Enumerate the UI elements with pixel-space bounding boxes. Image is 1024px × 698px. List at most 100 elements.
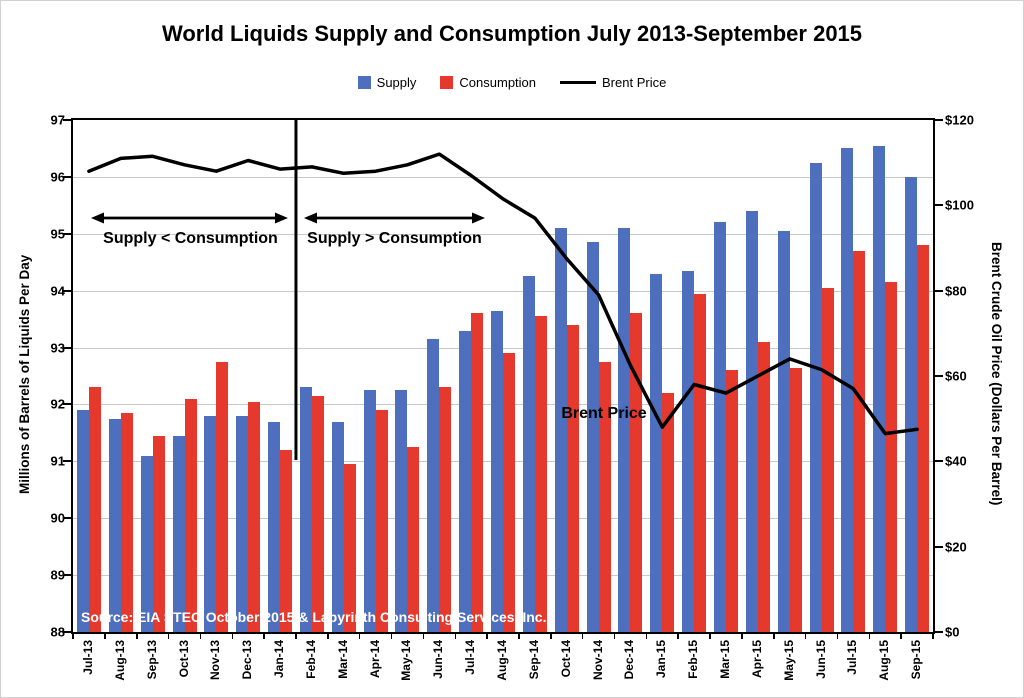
- legend: Supply Consumption Brent Price: [1, 75, 1023, 90]
- supply-bar-Jan-15: [650, 273, 663, 632]
- x-tick-label-Jun-14: Jun-14: [431, 640, 446, 679]
- x-axis-tickmark: [773, 634, 775, 639]
- consumption-bar-Apr-15: [757, 341, 770, 632]
- left-axis-tick-96: 96: [50, 169, 65, 185]
- right-axis-tick-120: $120: [945, 112, 974, 128]
- left-axis-tick-93: 93: [50, 340, 65, 356]
- x-axis-tickmark: [72, 634, 74, 639]
- left-axis-tick-92: 92: [50, 396, 65, 412]
- legend-label: Brent Price: [602, 75, 667, 90]
- x-axis-tickmark: [358, 634, 361, 639]
- supply-bar-Mar-14: [331, 421, 344, 632]
- x-tick-label-Sep-15: Sep-15: [909, 640, 924, 680]
- supply-bar-Nov-14: [586, 242, 599, 632]
- right-axis-tick-40: $40: [945, 453, 967, 469]
- supply-bar-Oct-13: [172, 435, 185, 632]
- right-double-arrow-left-head: [303, 212, 317, 224]
- gridline-93: [73, 347, 933, 349]
- left-axis-tickmark: [63, 175, 71, 178]
- supply-bar-Aug-15: [873, 145, 886, 632]
- right-axis-tickmark: [935, 460, 943, 463]
- supply-bar-Apr-15: [745, 211, 758, 632]
- legend-item-brent-price: Brent Price: [560, 75, 666, 90]
- annotation-brent-price-label: Brent Price: [561, 405, 647, 422]
- supply-bar-Jun-14: [427, 339, 440, 632]
- consumption-bar-May-14: [407, 447, 420, 632]
- supply-bar-Sep-13: [140, 455, 153, 632]
- consumption-bar-Jan-14: [280, 450, 292, 632]
- consumption-bar-Feb-15: [694, 293, 707, 632]
- gridline-94: [73, 290, 933, 292]
- left-double-arrow-right-head: [274, 212, 288, 224]
- x-tick-label-Aug-15: Aug-15: [877, 640, 892, 681]
- legend-item-consumption: Consumption: [440, 75, 536, 90]
- x-tick-label-Oct-14: Oct-14: [558, 640, 573, 678]
- x-axis-tickmark: [709, 634, 711, 639]
- supply-bar-Jan-14: [268, 421, 280, 632]
- x-axis-tickmark: [486, 634, 488, 639]
- left-axis-tick-88: 88: [50, 624, 65, 640]
- x-axis-tickmark: [104, 634, 106, 639]
- supply-bar-Oct-14: [554, 228, 567, 632]
- supply-bar-Aug-14: [491, 310, 503, 632]
- x-axis-tickmark: [327, 634, 329, 639]
- legend-color-swatch: [440, 76, 454, 89]
- x-tick-label-Jul-15: Jul-15: [845, 640, 860, 675]
- legend-item-supply: Supply: [357, 75, 416, 90]
- left-axis-tickmark: [63, 232, 71, 235]
- supply-bar-May-15: [777, 230, 790, 632]
- consumption-bar-Jun-14: [439, 387, 452, 632]
- supply-bar-Dec-14: [618, 228, 631, 632]
- right-axis-tickmark: [935, 631, 943, 633]
- x-axis-tickmark: [518, 634, 520, 639]
- x-tick-label-Jul-13: Jul-13: [80, 640, 95, 675]
- legend-line-sample: [560, 81, 597, 84]
- consumption-bar-Aug-13: [120, 413, 133, 632]
- left-axis-tick-97: 97: [50, 112, 65, 128]
- left-axis-tickmark: [63, 346, 71, 349]
- source-note: Source: EIA STEO October 2015 & Labyrint…: [81, 609, 547, 625]
- x-axis-tickmark: [167, 634, 170, 639]
- x-tick-label-Aug-13: Aug-13: [112, 640, 127, 681]
- consumption-bar-Oct-14: [566, 324, 579, 632]
- right-axis-tickmark: [935, 545, 943, 548]
- plot-area: Supply < Consumption Supply > Consumptio…: [71, 118, 935, 634]
- supply-bar-Aug-13: [108, 418, 121, 632]
- x-tick-label-Jul-14: Jul-14: [463, 640, 478, 675]
- left-axis-tick-89: 89: [50, 567, 65, 583]
- right-axis-tickmark: [935, 375, 943, 377]
- x-tick-label-May-15: May-15: [781, 640, 796, 681]
- x-tick-label-May-14: May-14: [399, 640, 414, 681]
- x-axis-tickmark: [581, 634, 584, 639]
- x-tick-label-Nov-13: Nov-13: [208, 640, 223, 681]
- x-tick-label-Dec-14: Dec-14: [622, 640, 637, 680]
- supply-bar-Feb-14: [299, 387, 312, 632]
- left-axis-tickmark: [63, 631, 71, 633]
- left-axis-tickmark: [63, 289, 71, 292]
- supply-bar-May-14: [395, 390, 408, 632]
- x-axis-tickmark: [677, 634, 679, 639]
- consumption-bar-Mar-14: [343, 464, 356, 632]
- x-axis-tickmark: [550, 634, 552, 639]
- left-axis-tickmark: [63, 403, 71, 406]
- annotation-supply-lt-consumption: Supply < Consumption: [103, 230, 278, 247]
- chart-title: World Liquids Supply and Consumption Jul…: [161, 21, 863, 46]
- supply-bar-Nov-13: [204, 415, 217, 632]
- x-tick-label-Oct-13: Oct-13: [176, 640, 191, 678]
- brent-price-line: [87, 152, 919, 436]
- x-tick-label-Nov-14: Nov-14: [590, 640, 605, 681]
- x-axis-tickmark: [136, 634, 138, 639]
- consumption-bar-Dec-13: [248, 401, 261, 632]
- consumption-bar-Dec-14: [630, 313, 643, 632]
- brent-price-line-layer: [87, 152, 919, 436]
- x-axis-tickmark: [454, 634, 456, 639]
- consumption-bar-Jan-15: [662, 393, 675, 632]
- legend-color-swatch: [357, 76, 371, 89]
- x-tick-label-Jun-15: Jun-15: [813, 640, 828, 679]
- right-axis-tick-0: $0: [945, 624, 960, 640]
- right-axis-tickmark: [935, 119, 943, 121]
- x-tick-label-Dec-13: Dec-13: [240, 640, 255, 680]
- gridline-96: [73, 176, 933, 178]
- x-tick-label-Sep-13: Sep-13: [144, 640, 159, 680]
- left-axis-tickmark: [63, 119, 71, 121]
